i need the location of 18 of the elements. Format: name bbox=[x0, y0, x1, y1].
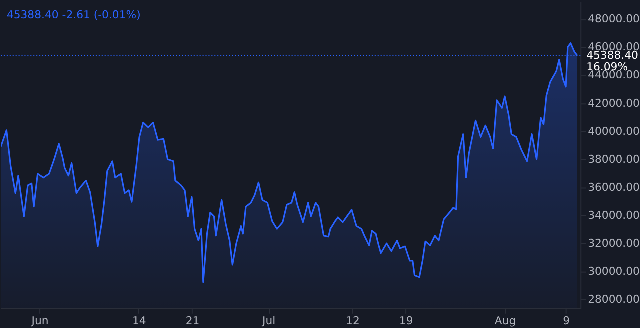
x-tick-label: 19 bbox=[399, 314, 414, 328]
y-tick-label: 42000.00 bbox=[588, 96, 640, 110]
x-tick-label: Aug bbox=[494, 314, 516, 328]
y-tick-label: 36000.00 bbox=[588, 180, 640, 194]
y-tick-label: 28000.00 bbox=[588, 293, 640, 306]
y-tick-label: 48000.00 bbox=[588, 12, 640, 26]
x-tick-label: 21 bbox=[186, 314, 200, 328]
y-tick-label: 34000.00 bbox=[588, 209, 640, 222]
y-tick-label: 40000.00 bbox=[588, 124, 640, 138]
x-tick-label: Jun bbox=[30, 314, 49, 328]
x-tick-label: 14 bbox=[132, 314, 146, 328]
x-tick-label: Jul bbox=[262, 314, 276, 328]
x-tick-label: 12 bbox=[346, 314, 360, 328]
y-tick-label: 32000.00 bbox=[588, 237, 640, 250]
y-tick-label: 38000.00 bbox=[588, 152, 640, 166]
annotation: 45388.40 -2.61 (-0.01%) bbox=[6, 8, 141, 22]
y-tick-label: 30000.00 bbox=[588, 265, 640, 278]
x-tick-label: 9 bbox=[563, 314, 570, 328]
